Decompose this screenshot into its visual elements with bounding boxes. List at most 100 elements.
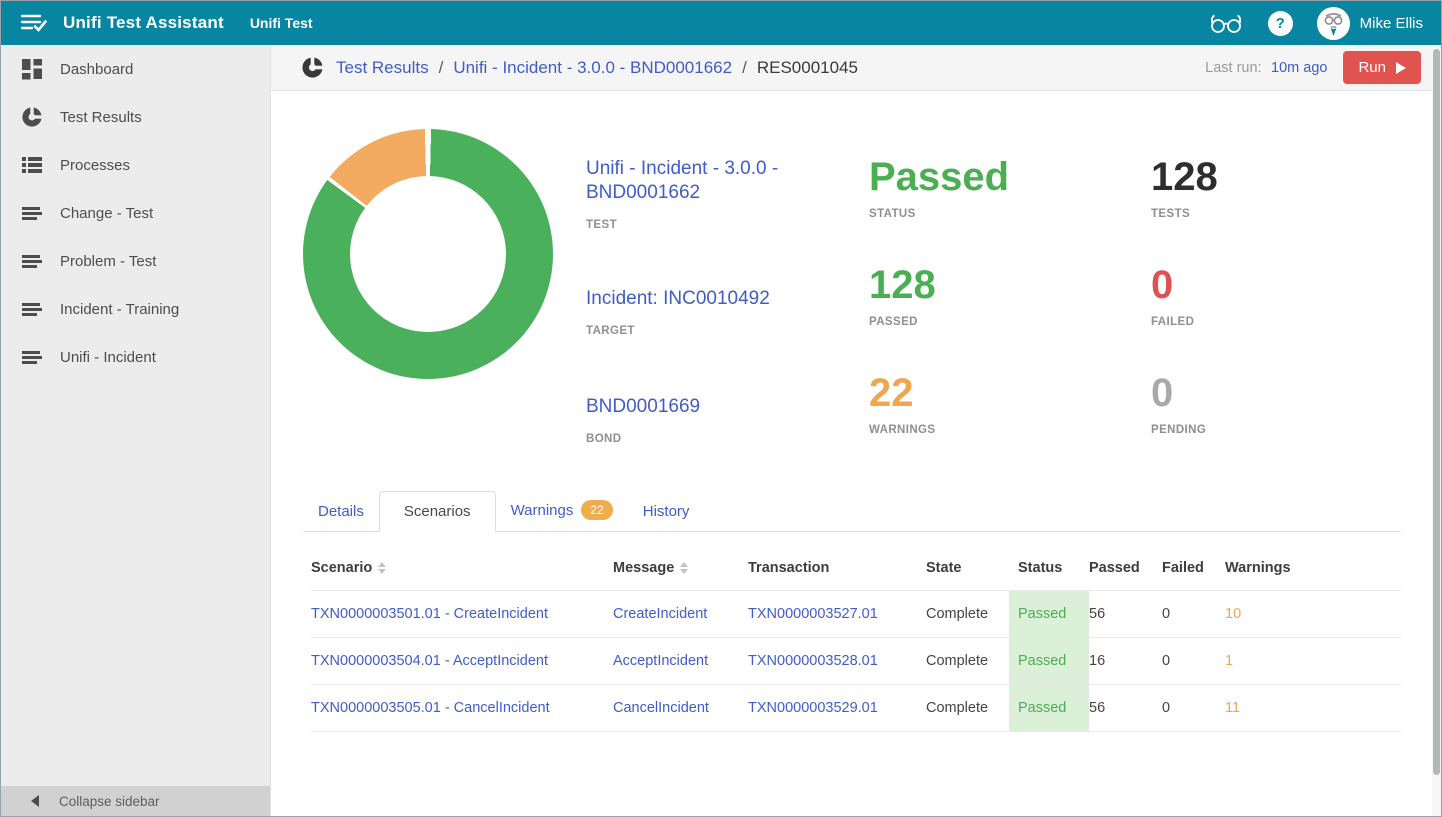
tab-scenarios[interactable]: Scenarios [378,491,496,532]
table-header-row: Scenario Message Transaction State Statu… [311,546,1401,591]
topbar-actions: ? Mike Ellis [1208,6,1423,40]
stat-passed: 128 PASSED [869,263,1109,328]
stat-passed-label: PASSED [869,316,918,328]
result-summary: Unifi - Incident - 3.0.0 - BND0001662 TE… [271,91,1441,489]
message-link[interactable]: CreateIncident [613,606,708,622]
test-link[interactable]: Unifi - Incident - 3.0.0 - BND0001662 [586,158,779,203]
target-info: Incident: INC0010492 TARGET [586,287,841,337]
stat-failed: 0 FAILED [1151,263,1391,328]
stat-pending-value: 0 [1151,371,1174,415]
column-header-status: Status [1018,560,1063,576]
glasses-icon[interactable] [1208,11,1244,35]
menu-check-icon[interactable] [21,13,47,33]
stat-tests: 128 TESTS [1151,155,1391,220]
scenario-link[interactable]: TXN0000003501.01 - CreateIncident [311,606,548,622]
sidebar-item-label: Dashboard [60,60,134,78]
status-value: Passed [1009,638,1089,684]
stat-status-value: Passed [869,155,1010,199]
stat-failed-label: FAILED [1151,316,1195,328]
list-icon [22,157,42,173]
results-donut-chart [303,129,553,379]
state-value: Complete [926,606,989,622]
warnings-count: 1 [1225,653,1234,669]
stat-pending: 0 PENDING [1151,371,1391,436]
avatar [1316,6,1350,40]
transaction-link[interactable]: TXN0000003527.01 [748,606,878,622]
sort-icon[interactable] [378,562,387,574]
collapse-sidebar-button[interactable]: Collapse sidebar [1,786,270,816]
scenario-link[interactable]: TXN0000003504.01 - AcceptIncident [311,653,548,669]
breadcrumb-link-test-results[interactable]: Test Results [336,57,429,77]
stat-passed-value: 128 [869,263,936,307]
sidebar-item-dashboard[interactable]: Dashboard [1,45,270,93]
content-area: Test Results / Unifi - Incident - 3.0.0 … [271,45,1441,816]
collapse-sidebar-label: Collapse sidebar [59,793,160,809]
column-header-transaction: Transaction [748,560,830,576]
test-info: Unifi - Incident - 3.0.0 - BND0001662 TE… [586,157,841,231]
status-value: Passed [1009,685,1089,731]
bond-link[interactable]: BND0001669 [586,396,701,417]
sidebar-item-label: Incident - Training [60,300,180,318]
scenario-link[interactable]: TXN0000003505.01 - CancelIncident [311,700,550,716]
stat-status: Passed STATUS [869,155,1109,220]
column-header-failed: Failed [1162,560,1204,576]
column-header-message[interactable]: Message [613,546,748,590]
target-link[interactable]: Incident: INC0010492 [586,288,770,309]
result-tabs: Details Scenarios Warnings 22 History [303,489,1401,532]
breadcrumb: Test Results / Unifi - Incident - 3.0.0 … [271,45,1441,91]
donut-hole [350,176,506,332]
column-header-scenario[interactable]: Scenario [311,546,613,590]
table-row: TXN0000003501.01 - CreateIncident Create… [311,591,1401,638]
sidebar-item-processes[interactable]: Processes [1,141,270,189]
top-bar: Unifi Test Assistant Unifi Test ? [1,1,1441,45]
vertical-scrollbar [1432,45,1441,816]
sidebar-item-label: Unifi - Incident [60,348,156,366]
sidebar-item-label: Problem - Test [60,252,157,270]
breadcrumb-link-test[interactable]: Unifi - Incident - 3.0.0 - BND0001662 [453,57,733,77]
bond-label: BOND [586,433,622,445]
column-header-warnings: Warnings [1225,560,1291,576]
user-menu[interactable]: Mike Ellis [1316,6,1423,40]
tab-details[interactable]: Details [318,503,364,520]
help-icon[interactable]: ? [1267,10,1293,36]
run-button[interactable]: Run [1343,51,1421,84]
passed-count: 16 [1089,653,1106,669]
donut-chart-icon [302,56,324,78]
bond-info: BND0001669 BOND [586,395,841,445]
stat-warnings-value: 22 [869,371,914,415]
scrollbar-thumb[interactable] [1433,49,1440,775]
message-link[interactable]: AcceptIncident [613,653,709,669]
sidebar-item-problem-test[interactable]: Problem - Test [1,237,270,285]
column-header-passed: Passed [1089,560,1140,576]
breadcrumb-separator: / [742,57,747,77]
tab-warnings[interactable]: Warnings 22 [496,489,628,531]
sort-icon[interactable] [680,562,689,574]
collapse-arrow-icon [31,795,39,807]
table-row: TXN0000003505.01 - CancelIncident Cancel… [311,685,1401,732]
transaction-link[interactable]: TXN0000003529.01 [748,700,878,716]
last-run-value[interactable]: 10m ago [1271,59,1328,76]
sidebar-item-label: Processes [60,156,131,174]
status-value: Passed [1009,591,1089,637]
warnings-count: 11 [1225,700,1241,716]
sidebar: Dashboard Test Results Processes [1,45,271,816]
sidebar-item-label: Change - Test [60,204,154,222]
stat-tests-value: 128 [1151,155,1218,199]
tab-warnings-label: Warnings [510,501,574,519]
transaction-link[interactable]: TXN0000003528.01 [748,653,878,669]
sidebar-item-unifi-incident[interactable]: Unifi - Incident [1,333,270,381]
warnings-count-badge: 22 [581,500,613,520]
passed-count: 56 [1089,606,1106,622]
stat-pending-label: PENDING [1151,424,1207,436]
sidebar-item-label: Test Results [60,108,142,126]
message-link[interactable]: CancelIncident [613,700,709,716]
stat-warnings-label: WARNINGS [869,424,936,436]
sidebar-item-change-test[interactable]: Change - Test [1,189,270,237]
sidebar-item-test-results[interactable]: Test Results [1,93,270,141]
tab-history[interactable]: History [642,503,690,520]
process-lines-icon [22,303,42,316]
run-button-label: Run [1358,59,1386,76]
failed-count: 0 [1162,606,1171,622]
sidebar-item-incident-training[interactable]: Incident - Training [1,285,270,333]
